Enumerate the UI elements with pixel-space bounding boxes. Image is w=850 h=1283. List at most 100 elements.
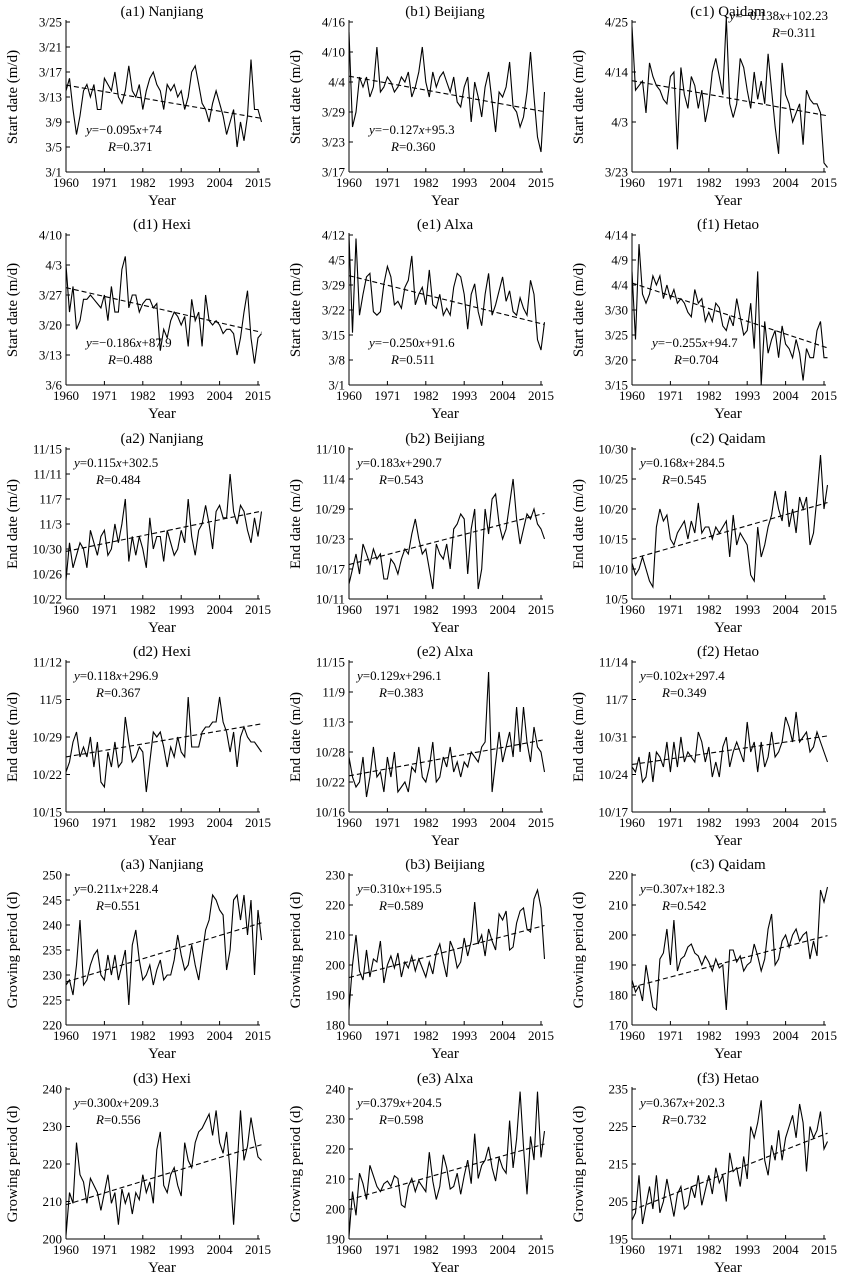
series-line bbox=[349, 478, 545, 590]
x-tick-label: 1960 bbox=[336, 1028, 362, 1043]
y-tick-label: 10/5 bbox=[605, 592, 628, 607]
y-axis-label: Start date (m/d) bbox=[5, 50, 21, 144]
x-tick-label: 1982 bbox=[696, 175, 722, 190]
trend-equation: y=−0.255x+94.7 bbox=[650, 335, 738, 350]
x-tick-label: 2004 bbox=[773, 175, 800, 190]
series-line bbox=[66, 473, 262, 581]
y-tick-label: 240 bbox=[43, 1082, 63, 1097]
trend-line bbox=[66, 510, 262, 552]
y-tick-label: 3/6 bbox=[45, 378, 62, 393]
chart-svg-d3: (d3) Hexi 200 210 220 230 240 1960 1971 1982 1993… bbox=[5, 1071, 271, 1276]
y-axis-label: End date (m/d) bbox=[571, 692, 587, 782]
y-tick-label: 11/10 bbox=[316, 442, 345, 457]
series-line bbox=[632, 454, 828, 589]
x-tick-label: 1960 bbox=[336, 815, 362, 830]
trend-equation: y=0.310x+195.5 bbox=[355, 881, 442, 896]
x-tick-label: 1982 bbox=[413, 815, 439, 830]
y-tick-label: 11/7 bbox=[39, 492, 62, 507]
y-tick-label: 225 bbox=[609, 1119, 629, 1134]
chart-panel-a2: (a2) Nanjiang 10/22 10/26 10/30 11/3 11/7 11/1… bbox=[0, 427, 283, 640]
x-tick-label: 1960 bbox=[53, 815, 79, 830]
y-tick-label: 230 bbox=[43, 1119, 63, 1134]
x-tick-label: 1993 bbox=[168, 602, 194, 617]
chart-svg-a3: (a3) Nanjiang 220 225 230 235 240 245 250 1960 19… bbox=[5, 857, 271, 1062]
x-tick-label: 2004 bbox=[773, 388, 800, 403]
y-tick-label: 4/4 bbox=[328, 75, 345, 90]
x-tick-label: 1971 bbox=[657, 815, 683, 830]
x-tick-label: 1982 bbox=[696, 388, 722, 403]
chart-title: (f3) Hetao bbox=[697, 1071, 759, 1087]
series-line bbox=[632, 711, 828, 784]
x-axis-label: Year bbox=[714, 1260, 742, 1276]
y-tick-label: 245 bbox=[43, 893, 63, 908]
chart-title: (a2) Nanjiang bbox=[121, 431, 204, 447]
x-tick-label: 1993 bbox=[451, 602, 477, 617]
chart-title: (c3) Qaidam bbox=[690, 857, 766, 873]
chart-panel-e1: (e1) Alxa 3/1 3/8 3/15 3/22 3/29 4/5 4/12 1960 19… bbox=[283, 213, 566, 426]
y-tick-label: 3/22 bbox=[322, 303, 345, 318]
y-tick-label: 190 bbox=[609, 958, 629, 973]
y-axis-label: End date (m/d) bbox=[5, 479, 21, 569]
y-axis-label: Growing period (d) bbox=[571, 1106, 587, 1223]
y-tick-label: 250 bbox=[43, 868, 63, 883]
trend-line bbox=[349, 512, 545, 566]
x-tick-label: 2015 bbox=[811, 388, 837, 403]
chart-panel-b2: (b2) Beijiang 10/11 10/17 10/23 10/29 11/4 11/… bbox=[283, 427, 566, 640]
x-tick-label: 2015 bbox=[811, 815, 837, 830]
y-tick-label: 10/26 bbox=[32, 567, 62, 582]
y-axis-label: Growing period (d) bbox=[571, 892, 587, 1009]
series-line bbox=[632, 244, 828, 385]
y-tick-label: 240 bbox=[326, 1082, 346, 1097]
x-tick-label: 2015 bbox=[528, 175, 554, 190]
x-tick-label: 1993 bbox=[168, 815, 194, 830]
x-tick-label: 1993 bbox=[451, 175, 477, 190]
y-tick-label: 3/29 bbox=[322, 105, 345, 120]
trend-equation: y=−0.138x+102.23 bbox=[727, 8, 828, 23]
x-tick-label: 2015 bbox=[528, 1028, 554, 1043]
correlation-label: R=0.484 bbox=[95, 472, 141, 487]
x-tick-label: 1982 bbox=[413, 1242, 439, 1257]
x-tick-label: 1971 bbox=[657, 602, 683, 617]
chart-svg-f1: (f1) Hetao 3/15 3/20 3/25 3/30 4/4 4/9 4/14 1960… bbox=[571, 217, 837, 422]
y-tick-label: 3/23 bbox=[322, 135, 345, 150]
x-tick-label: 1993 bbox=[451, 1242, 477, 1257]
x-tick-label: 1960 bbox=[336, 175, 362, 190]
chart-title: (f2) Hetao bbox=[697, 644, 759, 660]
chart-panel-e2: (e2) Alxa 10/16 10/22 10/28 11/3 11/9 11/15 196… bbox=[283, 640, 566, 853]
y-tick-label: 3/17 bbox=[322, 165, 346, 180]
x-axis-label: Year bbox=[148, 193, 176, 209]
y-tick-label: 10/17 bbox=[598, 805, 628, 820]
chart-title: (e1) Alxa bbox=[417, 217, 474, 233]
y-axis-label: Growing period (d) bbox=[288, 1106, 304, 1223]
correlation-label: R=0.545 bbox=[661, 472, 707, 487]
y-tick-label: 3/15 bbox=[605, 378, 628, 393]
y-tick-label: 4/10 bbox=[322, 45, 345, 60]
x-tick-label: 2004 bbox=[490, 1242, 516, 1257]
x-tick-label: 1982 bbox=[130, 388, 156, 403]
series-line bbox=[66, 1110, 262, 1236]
y-tick-label: 230 bbox=[326, 1112, 346, 1127]
x-axis-label: Year bbox=[714, 620, 742, 636]
y-axis-label: End date (m/d) bbox=[288, 479, 304, 569]
y-tick-label: 215 bbox=[609, 1157, 629, 1172]
trend-line bbox=[632, 502, 828, 560]
y-tick-label: 195 bbox=[609, 1232, 629, 1247]
y-tick-label: 4/3 bbox=[611, 115, 628, 130]
trend-equation: y=0.115x+302.5 bbox=[72, 455, 158, 470]
chart-title: (c2) Qaidam bbox=[690, 431, 766, 447]
y-tick-label: 4/9 bbox=[611, 253, 628, 268]
x-tick-label: 1960 bbox=[53, 388, 79, 403]
correlation-label: R=0.349 bbox=[661, 685, 707, 700]
x-tick-label: 1971 bbox=[374, 388, 400, 403]
chart-title: (b2) Beijiang bbox=[405, 431, 485, 447]
y-tick-label: 200 bbox=[43, 1232, 63, 1247]
x-tick-label: 1982 bbox=[413, 1028, 439, 1043]
x-tick-label: 1982 bbox=[130, 175, 156, 190]
chart-svg-f2: (f2) Hetao 10/17 10/24 10/31 11/7 11/14 1960 19… bbox=[571, 644, 837, 849]
x-tick-label: 2015 bbox=[245, 602, 271, 617]
x-tick-label: 1982 bbox=[130, 1242, 156, 1257]
y-tick-label: 190 bbox=[326, 988, 346, 1003]
x-tick-label: 2015 bbox=[528, 388, 554, 403]
correlation-label: R=0.732 bbox=[661, 1112, 707, 1127]
y-tick-label: 10/11 bbox=[316, 592, 345, 607]
